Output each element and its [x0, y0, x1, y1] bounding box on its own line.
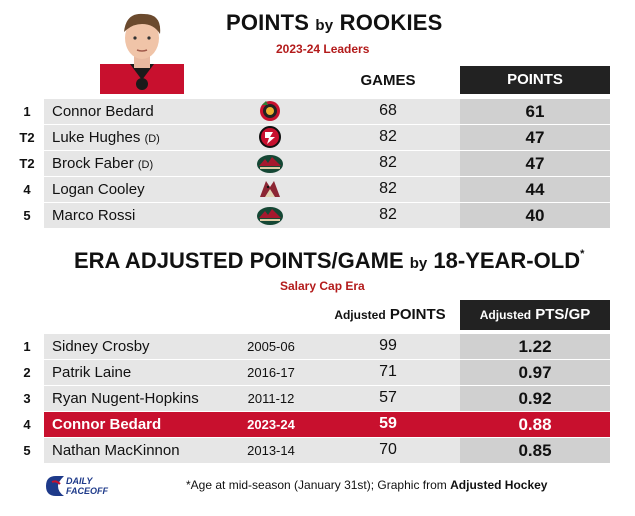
row-rank: 5 — [23, 208, 31, 223]
table-row — [44, 177, 460, 202]
minnesota-wild-logo — [256, 203, 284, 232]
player-name: Brock Faber (D) — [52, 155, 154, 172]
footnote: *Age at mid-season (January 31st); Graph… — [186, 478, 548, 492]
chicago-blackhawks-logo — [256, 99, 284, 128]
section1-title: POINTS by ROOKIES — [226, 10, 443, 35]
points-cell-bg — [460, 125, 610, 150]
adjusted-ptsgp-value: 0.85 — [518, 441, 552, 460]
player-name: Connor Bedard — [52, 416, 162, 433]
table-row — [44, 360, 460, 385]
new-jersey-devils-logo — [256, 125, 284, 154]
games-value: 82 — [379, 206, 397, 223]
table-row — [44, 386, 460, 411]
adjusted-ptsgp-value: 1.22 — [518, 337, 552, 356]
points-column-header: POINTS — [460, 66, 610, 94]
adjusted-points-value: 59 — [379, 415, 397, 432]
adjusted-points-value: 71 — [379, 363, 397, 380]
row-rank: T2 — [19, 130, 35, 145]
games-value: 82 — [379, 128, 397, 145]
table-row — [44, 334, 460, 359]
minnesota-wild-logo — [256, 151, 284, 180]
points-cell-bg — [460, 177, 610, 202]
ptsgp-cell-bg — [460, 386, 610, 411]
season-value: 2013-14 — [247, 443, 295, 458]
points-cell-bg — [460, 203, 610, 228]
svg-text:FACEOFF: FACEOFF — [66, 486, 109, 496]
adjusted-ptsgp-value: 0.92 — [518, 389, 552, 408]
row-rank: T2 — [19, 156, 35, 171]
table-row — [44, 438, 460, 463]
highlighted-table-row — [44, 412, 460, 437]
player-name: Luke Hughes (D) — [52, 129, 160, 146]
player-portrait — [100, 6, 184, 94]
section2-subtitle: Salary Cap Era — [280, 279, 365, 293]
table-row — [44, 125, 460, 150]
section2-title: ERA ADJUSTED POINTS/GAME by 18-YEAR-OLD* — [74, 248, 585, 273]
player-name: Logan Cooley — [52, 181, 145, 198]
ptsgp-cell-bg — [460, 412, 610, 437]
adjusted-points-value: 57 — [379, 389, 397, 406]
games-value: 82 — [379, 154, 397, 171]
row-rank: 2 — [23, 365, 31, 380]
ptsgp-cell-bg — [460, 334, 610, 359]
points-value: 47 — [525, 128, 545, 147]
points-value: 61 — [525, 102, 545, 121]
section1-subtitle: 2023-24 Leaders — [276, 42, 370, 56]
adjusted-points-column-header: Adjusted POINTS — [334, 306, 446, 323]
points-cell-bg — [460, 151, 610, 176]
points-value: 47 — [525, 154, 545, 173]
season-value: 2023-24 — [247, 417, 295, 432]
season-value: 2016-17 — [247, 365, 295, 380]
adjusted-points-value: 99 — [379, 337, 397, 354]
adjusted-points-value: 70 — [379, 441, 397, 458]
row-rank: 4 — [23, 182, 31, 197]
player-name: Patrik Laine — [52, 364, 132, 381]
points-value: 44 — [525, 180, 545, 199]
row-rank: 1 — [23, 104, 31, 119]
adjusted-ptsgp-value: 0.88 — [518, 415, 552, 434]
ptsgp-cell-bg — [460, 360, 610, 385]
points-value: 40 — [525, 206, 545, 225]
player-name: Connor Bedard — [52, 103, 154, 120]
player-name: Marco Rossi — [52, 207, 136, 224]
table-row — [44, 151, 460, 176]
ptsgp-cell-bg — [460, 438, 610, 463]
source-name: Adjusted Hockey — [450, 478, 548, 492]
arizona-coyotes-logo — [256, 177, 284, 206]
table-row — [44, 203, 460, 228]
games-column-header: GAMES — [360, 72, 416, 89]
svg-text:DAILY: DAILY — [66, 476, 93, 486]
adjusted-ptsgp-value: 0.97 — [518, 363, 552, 382]
row-rank: 1 — [23, 339, 31, 354]
table-row — [44, 99, 460, 124]
player-name: Ryan Nugent-Hopkins — [52, 390, 199, 407]
season-value: 2005-06 — [247, 339, 295, 354]
season-value: 2011-12 — [247, 391, 295, 406]
daily-faceoff-logo: DAILY FACEOFF — [44, 472, 114, 498]
player-name: Sidney Crosby — [52, 338, 150, 355]
games-value: 82 — [379, 180, 397, 197]
adjusted-ptsgp-column-header: Adjusted PTS/GP — [460, 300, 610, 330]
player-name: Nathan MacKinnon — [52, 442, 180, 459]
row-rank: 3 — [23, 391, 31, 406]
points-cell-bg — [460, 99, 610, 124]
row-rank: 5 — [23, 443, 31, 458]
row-rank: 4 — [23, 417, 31, 432]
games-value: 68 — [379, 102, 397, 119]
